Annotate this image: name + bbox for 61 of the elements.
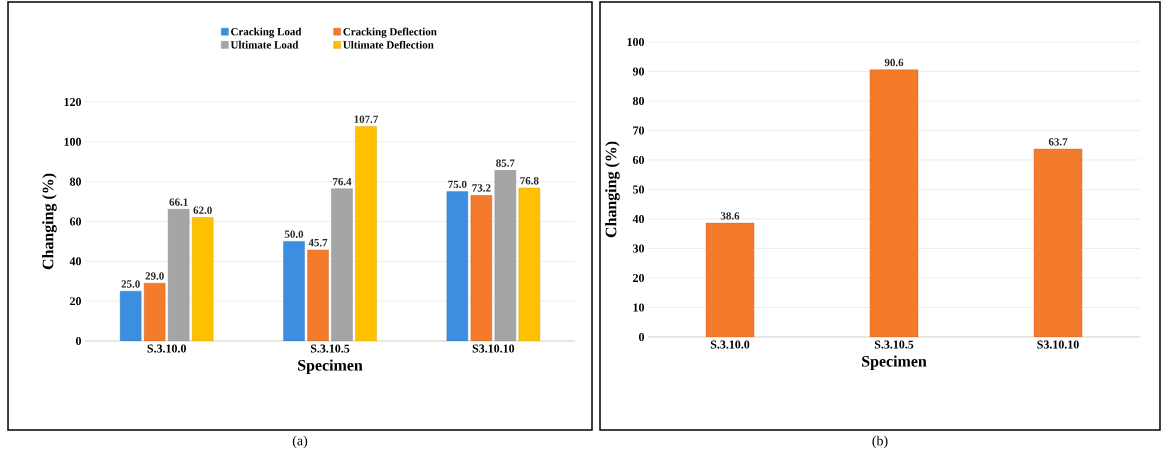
bar <box>869 69 919 337</box>
y-tick-label: 40 <box>632 214 645 224</box>
y-axis-title: Changing (%) <box>42 173 57 270</box>
y-tick-label: 80 <box>69 177 82 186</box>
y-tick-label: 0 <box>638 332 645 342</box>
data-label: 25.0 <box>121 280 140 288</box>
y-tick-label: 0 <box>75 336 82 346</box>
bar <box>518 187 541 341</box>
y-tick-label: 20 <box>70 297 82 306</box>
y-tick-label: 60 <box>69 217 82 226</box>
y-tick-label: 30 <box>632 244 645 253</box>
data-label: 63.7 <box>1048 138 1068 146</box>
data-label: 76.8 <box>520 177 539 185</box>
y-tick-label: 100 <box>627 37 645 47</box>
legend-label: Cracking Load <box>231 27 302 38</box>
y-tick-label: 50 <box>633 185 645 194</box>
data-label: 107.7 <box>354 115 379 123</box>
y-tick-label: 120 <box>64 97 82 107</box>
y-tick-label: 100 <box>64 137 82 146</box>
data-label: 73.2 <box>472 184 491 192</box>
x-tick-label: S.3.10.5 <box>874 340 914 349</box>
y-axis-title: Changing (%) <box>605 141 620 238</box>
x-tick-label: S3.10.10 <box>1037 340 1079 349</box>
data-label: 38.6 <box>720 212 740 220</box>
data-label: 50.0 <box>284 230 304 238</box>
data-label: 75.0 <box>448 180 467 189</box>
bar <box>119 290 142 341</box>
data-label: 45.7 <box>308 239 328 247</box>
y-tick-label: 40 <box>69 257 82 266</box>
y-tick-label: 90 <box>632 67 645 76</box>
data-label: 29.0 <box>145 272 164 280</box>
data-label: 76.4 <box>333 177 352 186</box>
x-tick-label: S.3.10.0 <box>710 340 750 349</box>
y-tick-label: 10 <box>633 303 645 312</box>
bar <box>470 195 493 341</box>
data-label: 85.7 <box>496 159 515 167</box>
bar <box>1033 148 1083 337</box>
x-axis-title: Specimen <box>298 359 363 374</box>
bar <box>143 283 166 341</box>
x-tick-label: S3.10.10 <box>472 344 515 353</box>
data-label: 90.6 <box>884 58 904 67</box>
y-tick-label: 70 <box>633 126 645 135</box>
y-tick-label: 60 <box>632 155 645 165</box>
bar <box>446 191 469 341</box>
bar <box>705 222 755 337</box>
legend-label: Ultimate Deflection <box>343 40 434 49</box>
bar <box>283 241 305 341</box>
legend-label: Cracking Deflection <box>343 27 437 38</box>
bar <box>307 249 329 341</box>
legend-label: Ultimate Load <box>230 40 299 49</box>
y-tick-label: 20 <box>633 273 645 283</box>
data-label: 66.1 <box>169 198 188 206</box>
x-tick-label: S.3.10.0 <box>147 344 186 353</box>
bar <box>191 217 214 341</box>
data-label: 62.0 <box>193 206 212 214</box>
bar <box>355 126 377 341</box>
x-tick-label: S.3.10.5 <box>310 344 350 353</box>
text: (a) <box>292 435 308 449</box>
text: (b) <box>872 435 888 449</box>
y-tick-label: 80 <box>632 96 645 106</box>
x-axis-title: Specimen <box>862 355 927 370</box>
